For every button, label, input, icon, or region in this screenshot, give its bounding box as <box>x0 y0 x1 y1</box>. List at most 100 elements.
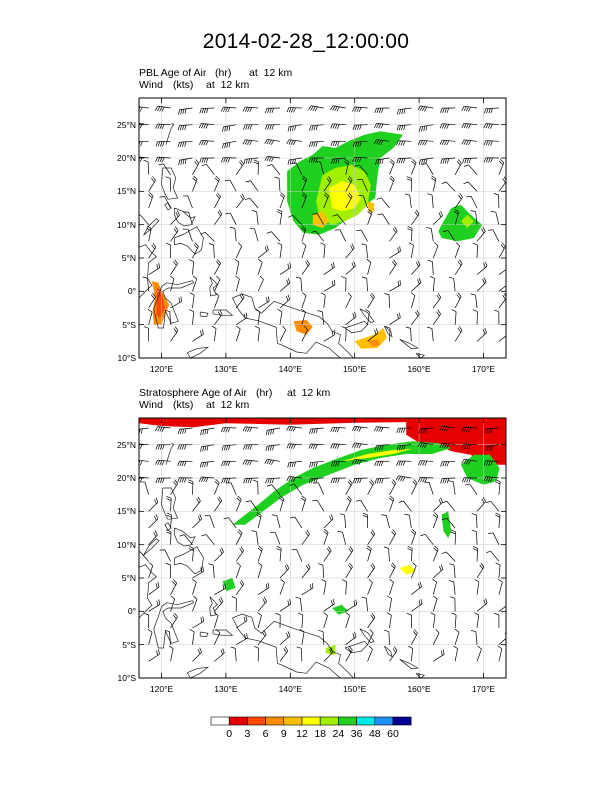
wind-barb <box>454 632 460 645</box>
panel2-level-label: at 12 km <box>287 387 331 399</box>
wind-barb <box>453 581 456 595</box>
wind-barb <box>498 565 501 579</box>
colorbar-swatch <box>265 716 285 726</box>
wind-barb <box>209 515 215 529</box>
east-strip <box>441 511 452 538</box>
wind-barb <box>170 278 175 292</box>
wind-barb <box>213 244 215 259</box>
colorbar-label: 24 <box>332 728 345 740</box>
wind-barb <box>213 328 217 342</box>
wind-barb <box>495 211 500 225</box>
y-tick-label: 15°N <box>117 186 136 197</box>
wind-barb <box>235 565 241 579</box>
wind-barb <box>409 195 412 209</box>
wind-barb <box>213 615 219 629</box>
wind-barb <box>476 514 478 529</box>
wind-barb <box>250 180 259 192</box>
x-tick-label: 130°E <box>214 684 238 694</box>
wind-barb <box>367 632 374 645</box>
wind-barb <box>274 532 281 545</box>
coastline <box>153 600 195 649</box>
wind-barb <box>409 515 412 529</box>
wind-barb <box>342 531 347 545</box>
coastline <box>164 202 172 211</box>
wind-barb <box>476 615 480 629</box>
wind-barb <box>148 632 153 645</box>
coastline <box>199 631 209 638</box>
wind-barb <box>254 228 259 242</box>
colorbar-swatch <box>374 716 394 726</box>
panel1-level-label: at 12 km <box>249 67 293 79</box>
wind-barb <box>454 245 460 259</box>
wind-barb <box>432 278 435 292</box>
wind-barb <box>388 548 390 562</box>
wind-barb <box>144 482 149 495</box>
wind-barb <box>301 295 307 309</box>
wind-barb <box>426 163 434 175</box>
coastline <box>209 276 219 297</box>
wind-barb <box>192 295 195 309</box>
wind-barb <box>257 279 264 292</box>
wind-barb <box>235 328 241 342</box>
y-tick-label: 5°N <box>121 573 136 583</box>
wind-barb <box>192 582 197 595</box>
filament-core <box>341 448 413 462</box>
x-tick-label: 140°E <box>278 364 302 374</box>
coastline <box>212 629 234 636</box>
wind-barb <box>432 582 437 595</box>
coastline <box>161 487 179 520</box>
panel2-wind-unit: (kts) <box>173 399 194 411</box>
wind-barb <box>316 499 325 512</box>
wind-barb <box>432 632 440 645</box>
wind-barb <box>447 230 456 242</box>
wind-barb <box>469 483 478 495</box>
wind-barb <box>386 515 390 529</box>
wind-barb <box>271 484 281 495</box>
wind-barb <box>467 181 478 192</box>
colorbar-label: 6 <box>262 728 269 740</box>
coastline <box>187 666 210 678</box>
y-tick-label: 5°S <box>122 319 136 330</box>
wind-barb <box>257 565 263 579</box>
wind-barb <box>192 261 194 275</box>
wind-barb <box>410 328 412 342</box>
wind-barb <box>365 245 368 259</box>
wind-barb <box>430 228 434 242</box>
wind-barb <box>183 534 193 545</box>
wind-barb <box>361 179 368 192</box>
wind-barb <box>187 229 193 242</box>
wind-barb <box>411 565 417 579</box>
wind-barb <box>490 550 500 562</box>
y-tick-label: 15°N <box>117 506 136 517</box>
new-guinea-region <box>293 320 313 335</box>
coastline <box>161 167 179 200</box>
wind-barb <box>234 648 237 662</box>
wind-barb <box>295 162 303 175</box>
coastline <box>212 309 234 316</box>
wind-barb <box>192 599 198 612</box>
colorbar-label: 12 <box>296 728 308 740</box>
wind-barb <box>337 214 346 225</box>
wind-barb <box>498 285 506 292</box>
panel2-unit-label: (hr) <box>256 387 273 399</box>
wind-barb <box>147 278 150 292</box>
y-tick-label: 10°S <box>117 353 136 363</box>
wind-barb <box>367 649 373 662</box>
y-tick-label: 5°N <box>121 253 136 263</box>
x-tick-label: 150°E <box>343 364 367 374</box>
coastline <box>139 244 157 299</box>
wind-barb <box>235 278 240 292</box>
wind-barb <box>257 648 260 662</box>
wind-barb <box>367 582 373 595</box>
wind-barb <box>164 549 171 562</box>
wind-barb <box>256 531 259 545</box>
wind-barb <box>432 245 439 259</box>
x-tick-label: 120°E <box>149 684 174 694</box>
colorbar-swatch <box>392 716 412 726</box>
coastline <box>399 658 419 670</box>
wind-barb <box>322 565 325 579</box>
colorbar-swatch <box>283 716 303 726</box>
wind-barb <box>453 565 456 579</box>
wind-barb <box>367 261 372 275</box>
wind-barb <box>452 481 456 495</box>
